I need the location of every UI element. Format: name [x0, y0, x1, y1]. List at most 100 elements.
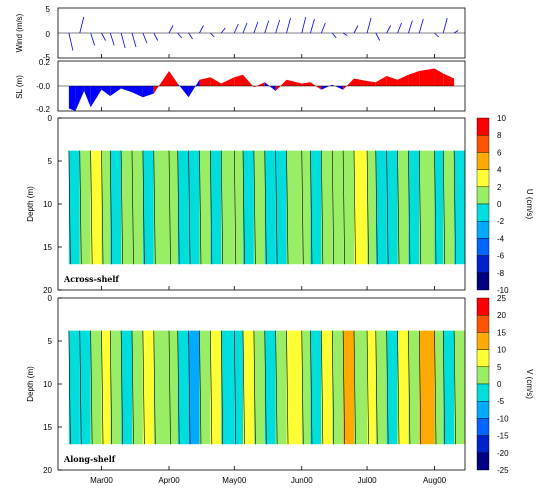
wind-stick [109, 32, 115, 46]
colorbar-tick-label: -6 [497, 252, 505, 261]
colorbar-swatch [476, 349, 490, 368]
wind-stick [353, 25, 359, 34]
wind-stick [310, 18, 315, 34]
contour-line [418, 330, 422, 445]
sl-ylabel: SL (m) [15, 75, 24, 99]
wind-stick [342, 32, 348, 36]
wind-stick [68, 32, 74, 51]
contour-line [79, 150, 82, 265]
contour-line [177, 330, 180, 445]
contour-band [221, 330, 235, 445]
colorbar-swatch [476, 134, 490, 153]
contour-line [90, 330, 93, 445]
sea-level-segment [110, 86, 122, 96]
contour-band [408, 150, 420, 265]
contour-band [434, 150, 444, 265]
contour-line [275, 330, 278, 445]
contour-line [90, 150, 93, 265]
contour-band [210, 330, 222, 445]
wind-stick [375, 32, 381, 41]
contour-line [453, 150, 456, 265]
sea-level-segment [434, 68, 444, 86]
sea-level-segment [153, 71, 169, 94]
contour-line [310, 330, 313, 445]
wind-stick [286, 17, 291, 34]
contour-line [199, 330, 202, 445]
contour-line [120, 330, 123, 445]
contour-line [253, 330, 256, 445]
sea-level-segment [84, 86, 91, 108]
contour-line [264, 150, 267, 265]
colorbar-tick-label: 8 [497, 131, 502, 140]
sea-level-segment [332, 84, 344, 90]
colorbar-tick-label: -25 [497, 466, 509, 475]
colorbar-swatch [476, 366, 490, 385]
contour-band [454, 330, 465, 445]
contour-band [132, 150, 143, 265]
contour-band [354, 150, 368, 265]
wind-stick [220, 27, 226, 34]
contour-line [210, 150, 213, 265]
colorbar-tick-label: 5 [497, 363, 502, 372]
contour-band [375, 150, 387, 265]
colorbar-tick-label: 25 [497, 294, 506, 303]
contour-line [253, 150, 256, 265]
xtick-label: Jul00 [357, 476, 377, 485]
contour-line [321, 330, 324, 445]
colorbar-swatch [476, 238, 490, 256]
contour-band [243, 150, 254, 265]
contour-band [386, 150, 398, 265]
wind-stick [264, 20, 270, 34]
contour-band [286, 150, 302, 265]
contour-line [264, 330, 267, 445]
contour-line [109, 330, 113, 445]
sea-level-segment [188, 79, 200, 98]
contour-band [332, 150, 344, 265]
contour-line [442, 150, 446, 265]
wind-stick [331, 32, 337, 39]
contour-line [101, 150, 104, 265]
colorbar-swatch [476, 255, 490, 274]
contour-line [233, 150, 237, 265]
contour-line [142, 330, 145, 445]
contour-band [110, 330, 122, 445]
contour-line [434, 150, 437, 265]
contour-band [79, 150, 91, 265]
time-axis: Mar00 Apr00 May00 Jun00 Jul00 Aug00 [90, 54, 447, 485]
ytick-label: 20 [43, 466, 52, 475]
contour-band [264, 330, 276, 445]
contour-band [132, 330, 143, 445]
contour-line [408, 150, 411, 265]
sea-level-segment [253, 82, 265, 88]
contour-band [321, 330, 333, 445]
sea-level-segment [169, 71, 178, 86]
wind-stick [434, 32, 439, 38]
contour-line [331, 330, 335, 445]
contour-line [301, 330, 304, 445]
contour-band [301, 150, 311, 265]
colorbar-swatch [476, 152, 490, 170]
colorbar-tick-label: 15 [497, 328, 506, 337]
contour-band [286, 330, 302, 445]
sea-level-segment [75, 86, 85, 111]
along-shelf-panel: Along-shelf Depth (m) 0 5 10 15 20 [26, 294, 466, 475]
contour-band [101, 150, 111, 265]
contour-band [121, 330, 132, 445]
colorbar-tick-label: 0 [497, 380, 502, 389]
colorbar-tick-label: -8 [497, 269, 505, 278]
u-colorbar: 10 8 6 4 2 0 -2 -4 -6 -8 -10 U (cm/s) [476, 114, 534, 295]
colorbar-swatch [476, 117, 490, 136]
colorbar-swatch [476, 435, 490, 454]
contour-line [220, 330, 224, 445]
contour-band [301, 330, 311, 445]
across-shelf-annotation: Across-shelf [63, 274, 119, 284]
contour-line [101, 330, 104, 445]
contour-line [310, 150, 313, 265]
wind-ytick-bottom: -5 [43, 53, 51, 62]
contour-line [68, 330, 71, 445]
contour-line [153, 150, 156, 265]
contour-band [188, 150, 200, 265]
sl-ytick-mid: -0.0 [36, 82, 50, 91]
contour-line [177, 150, 180, 265]
contour-line [301, 150, 304, 265]
